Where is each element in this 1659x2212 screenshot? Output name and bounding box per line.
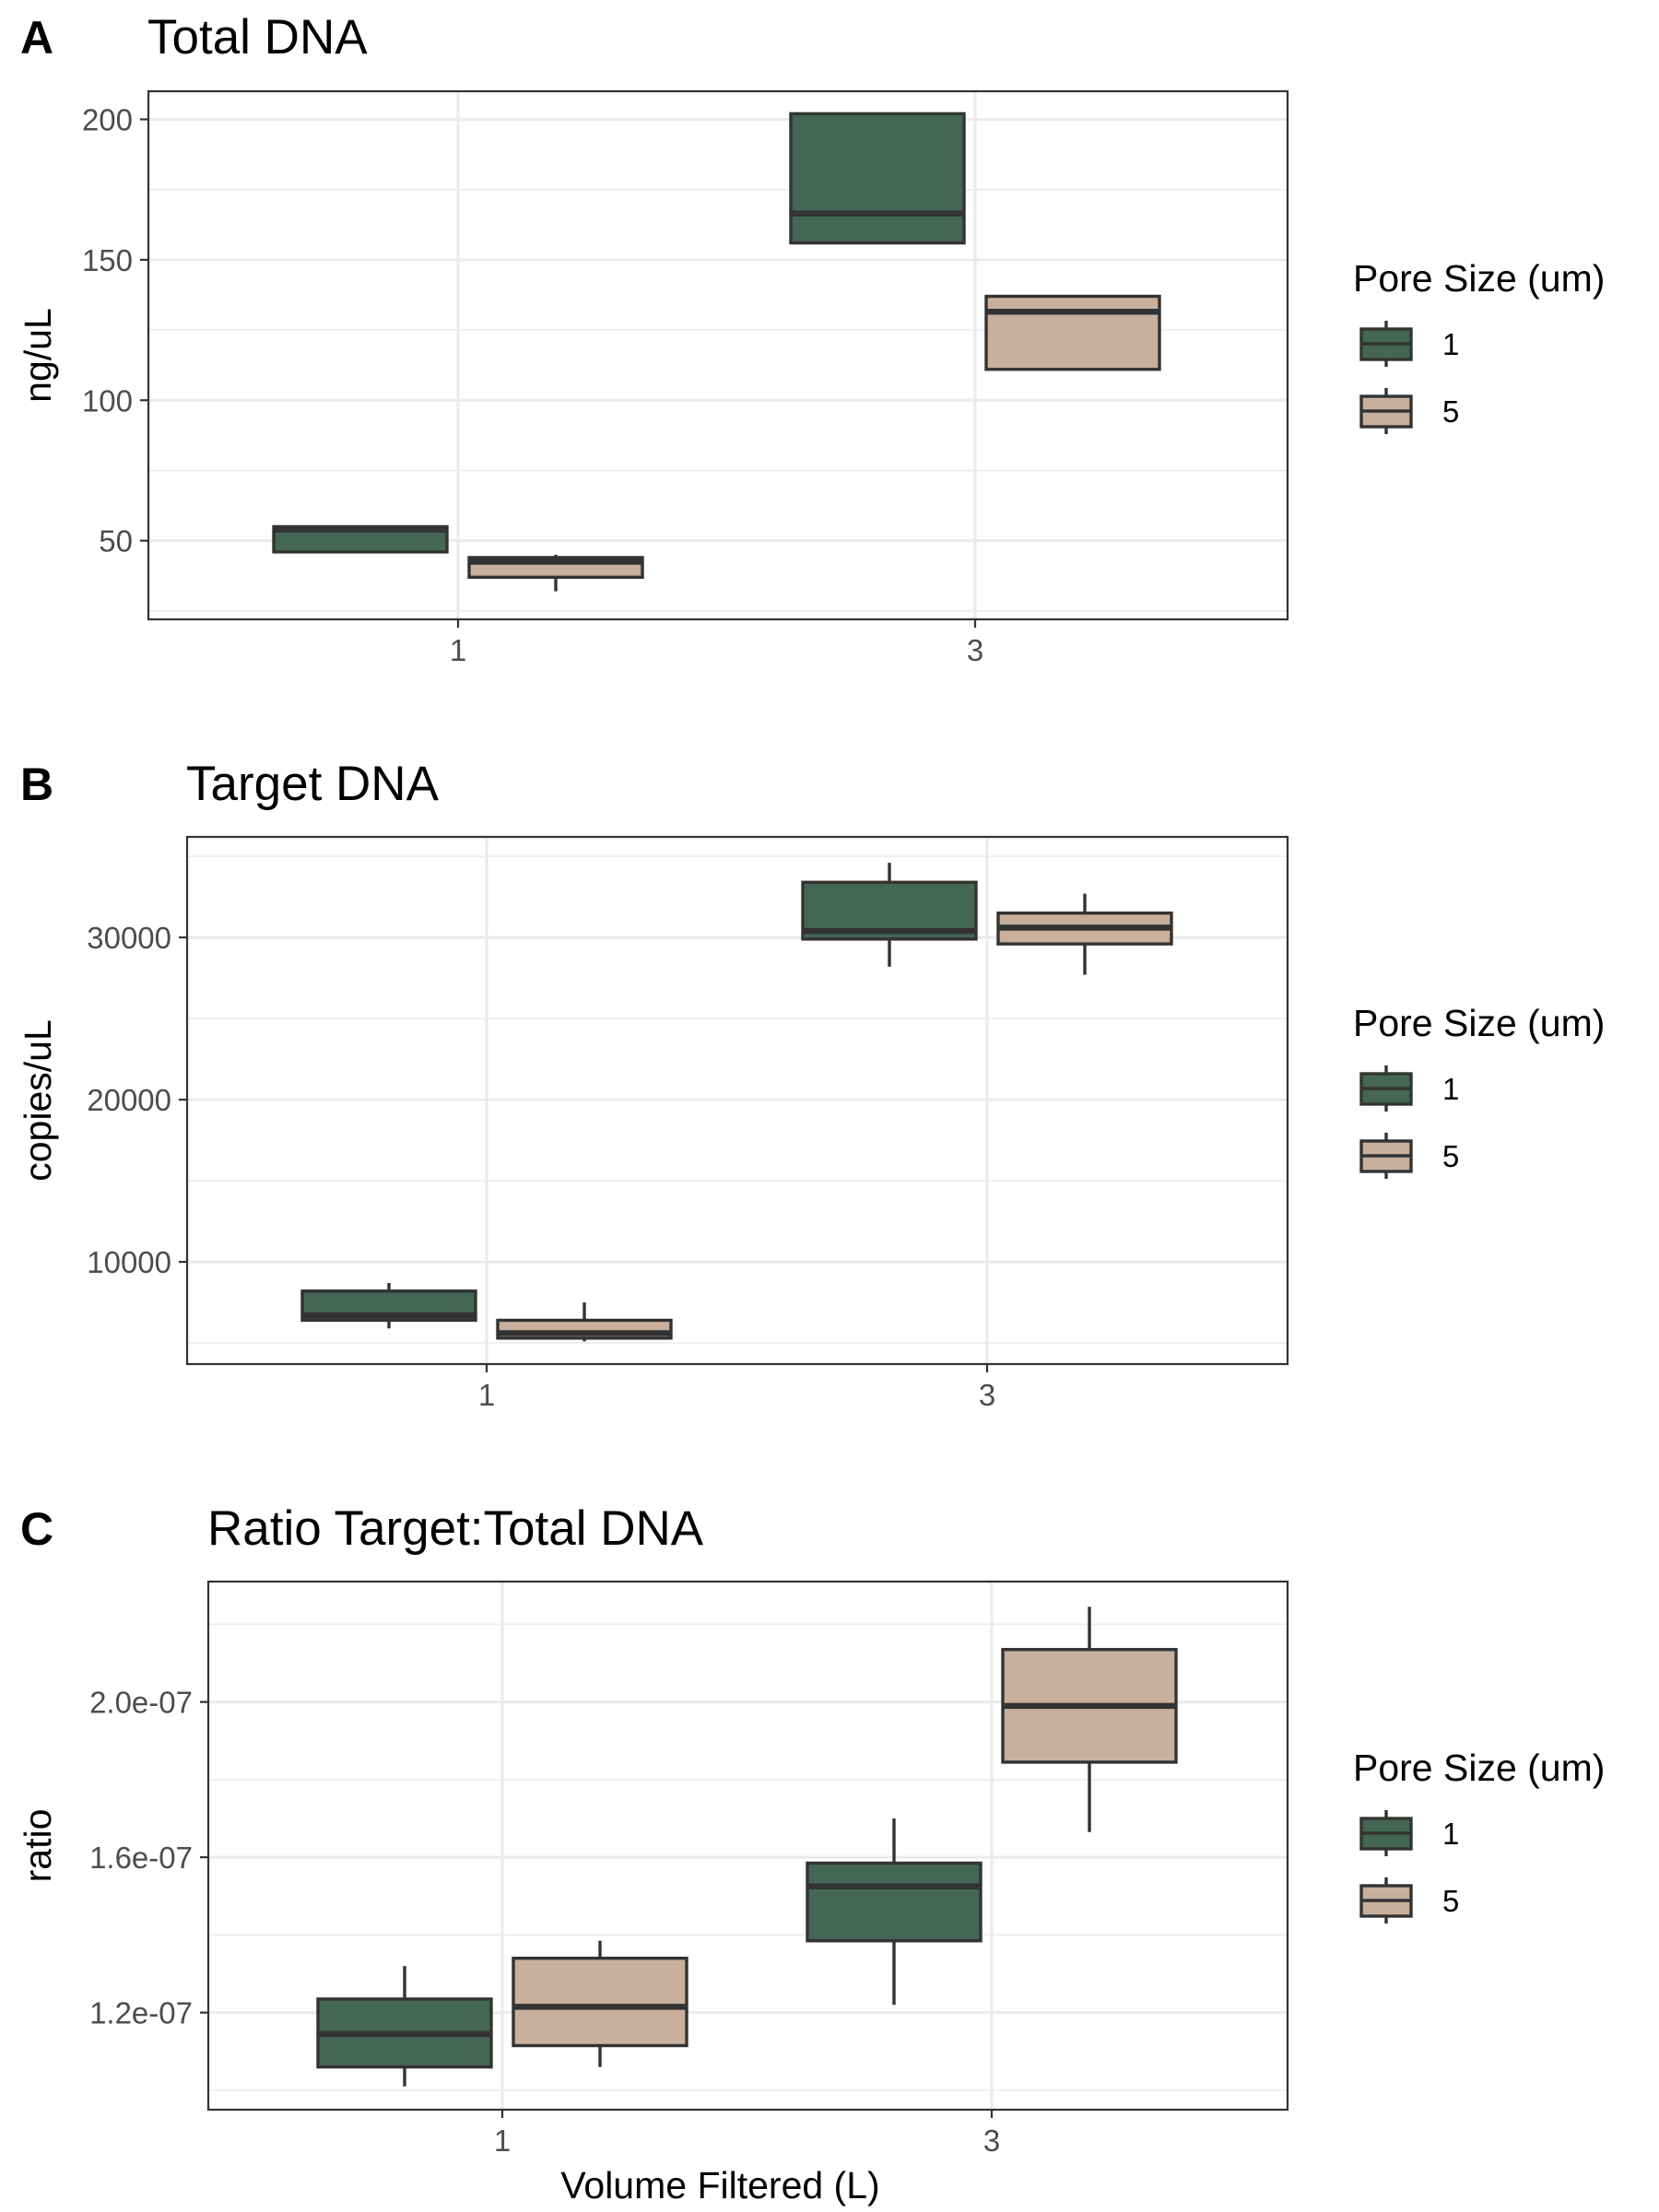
box-3L-pore-1 bbox=[806, 1818, 982, 2006]
legend-key-1 bbox=[1359, 1065, 1413, 1112]
panel-letter: B bbox=[20, 759, 53, 810]
legend-label: 5 bbox=[1442, 1139, 1459, 1173]
y-tick-label: 20000 bbox=[87, 1083, 171, 1117]
box-1L-pore-1 bbox=[316, 1966, 493, 2087]
y-tick-label: 2.0e-07 bbox=[89, 1686, 193, 1720]
y-tick-label: 1.6e-07 bbox=[89, 1841, 193, 1875]
box-iqr bbox=[789, 112, 966, 245]
x-tick-label: 3 bbox=[967, 633, 983, 667]
panel-letter: A bbox=[20, 12, 53, 64]
boxplots bbox=[316, 1606, 1178, 2087]
box-iqr bbox=[512, 1956, 688, 2048]
legend-key-1 bbox=[1359, 1810, 1413, 1856]
panel-border bbox=[206, 1580, 1289, 2112]
box-iqr bbox=[806, 1861, 982, 1943]
gridlines bbox=[187, 837, 1288, 1364]
legend-title: Pore Size (um) bbox=[1353, 257, 1605, 300]
box-1L-pore-1 bbox=[272, 524, 449, 554]
legend: Pore Size (um) 1 5 bbox=[1353, 1747, 1605, 1924]
legend-key-5 bbox=[1359, 1877, 1413, 1924]
box-3L-pore-1 bbox=[789, 112, 966, 245]
box-3L-pore-5 bbox=[1001, 1606, 1178, 1832]
y-tick-label: 200 bbox=[82, 102, 133, 136]
boxplots bbox=[272, 112, 1161, 592]
y-axis-title: ng/uL bbox=[17, 308, 59, 403]
legend-key-5 bbox=[1359, 388, 1413, 434]
y-tick-label: 1.2e-07 bbox=[89, 1996, 193, 2030]
panel-c: C Ratio Target:Total DNA 1.2e-07 1.6e-07 2.0… bbox=[17, 1501, 1605, 2206]
y-tick-label: 10000 bbox=[87, 1245, 171, 1279]
x-tick-label: 1 bbox=[494, 2124, 511, 2158]
y-axis-title: ratio bbox=[17, 1809, 59, 1883]
y-tick-label: 100 bbox=[82, 383, 133, 418]
box-1L-pore-5 bbox=[496, 1302, 673, 1342]
panel-border bbox=[147, 89, 1289, 621]
chart-title: Ratio Target:Total DNA bbox=[207, 1501, 704, 1556]
legend-label: 5 bbox=[1442, 1884, 1459, 1918]
legend-label: 1 bbox=[1442, 327, 1459, 361]
y-tick-label: 50 bbox=[99, 524, 133, 559]
y-axis: 50 100 150 200 bbox=[82, 102, 148, 559]
box-1L-pore-1 bbox=[300, 1283, 477, 1329]
box-1L-pore-5 bbox=[512, 1940, 688, 2067]
legend-title: Pore Size (um) bbox=[1353, 1002, 1605, 1044]
y-tick-label: 30000 bbox=[87, 921, 171, 955]
legend-label: 1 bbox=[1442, 1817, 1459, 1851]
box-3L-pore-1 bbox=[801, 863, 978, 967]
y-tick-label: 150 bbox=[82, 243, 133, 277]
x-axis-title: Volume Filtered (L) bbox=[560, 2164, 879, 2206]
x-tick-label: 3 bbox=[979, 1378, 995, 1412]
chart-title: Total DNA bbox=[147, 10, 368, 65]
box-1L-pore-5 bbox=[467, 554, 644, 592]
legend: Pore Size (um) 1 5 bbox=[1353, 1002, 1605, 1179]
x-tick-label: 1 bbox=[478, 1378, 495, 1412]
legend-title: Pore Size (um) bbox=[1353, 1747, 1605, 1789]
chart-title: Target DNA bbox=[186, 757, 440, 811]
legend-key-1 bbox=[1359, 321, 1413, 367]
y-axis: 10000 20000 30000 bbox=[87, 921, 187, 1279]
y-axis: 1.2e-07 1.6e-07 2.0e-07 bbox=[89, 1686, 208, 2030]
legend-label: 5 bbox=[1442, 394, 1459, 429]
y-axis-title: copies/uL bbox=[17, 1019, 59, 1182]
boxplots bbox=[300, 863, 1173, 1342]
box-3L-pore-5 bbox=[984, 294, 1161, 371]
panel-letter: C bbox=[20, 1503, 53, 1555]
legend-key-5 bbox=[1359, 1133, 1413, 1179]
box-iqr bbox=[984, 294, 1161, 371]
box-3L-pore-5 bbox=[996, 893, 1173, 975]
legend-label: 1 bbox=[1442, 1072, 1459, 1106]
legend: Pore Size (um) 1 5 bbox=[1353, 257, 1605, 434]
x-tick-label: 1 bbox=[450, 633, 466, 667]
x-tick-label: 3 bbox=[983, 2124, 1000, 2158]
